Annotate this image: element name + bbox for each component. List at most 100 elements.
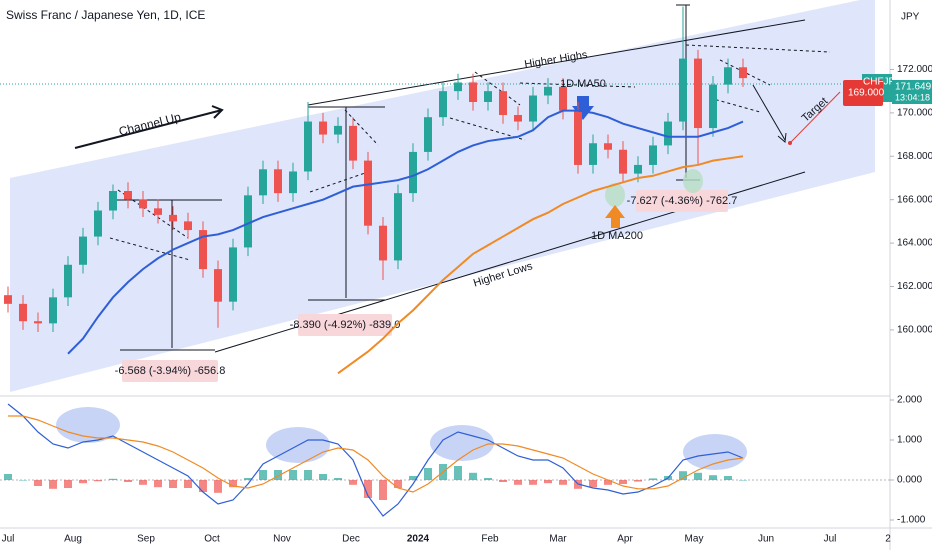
macd-histogram (544, 480, 552, 484)
macd-histogram (739, 480, 747, 481)
candle-body (199, 230, 207, 270)
candle-body (649, 145, 657, 165)
highlight-circle (605, 183, 625, 207)
macd-histogram (109, 478, 117, 480)
candle-body (49, 297, 57, 324)
macd-histogram (34, 480, 42, 486)
candle-body (574, 110, 582, 165)
macd-histogram (139, 480, 147, 485)
macd-histogram (619, 480, 627, 484)
x-tick-label: Apr (617, 534, 633, 545)
channel-band (10, 0, 875, 392)
y-tick-label: 172.000 (897, 64, 932, 75)
candle-body (304, 121, 312, 172)
macd-histogram (19, 480, 27, 481)
macd-tick-label: 1.000 (897, 435, 922, 446)
candle-body (544, 86, 552, 96)
candle-body (4, 295, 12, 304)
x-tick-label: Mar (549, 534, 567, 545)
x-tick-label: Sep (137, 534, 155, 545)
ma50-arrow (572, 96, 594, 120)
x-tick-label: May (685, 534, 704, 545)
chart-title: Swiss Franc / Japanese Yen, 1D, ICE (6, 8, 205, 22)
candle-body (394, 193, 402, 261)
candle-body (619, 149, 627, 174)
candle-body (169, 214, 177, 222)
candle-body (694, 58, 702, 129)
macd-histogram (394, 480, 402, 488)
macd-histogram (199, 480, 207, 492)
candle-body (349, 125, 357, 161)
macd-histogram (304, 470, 312, 480)
candle-body (499, 91, 507, 116)
x-tick-label: Nov (273, 534, 291, 545)
x-tick-label: Jul (824, 534, 837, 545)
candle-body (379, 225, 387, 261)
candle-body (664, 121, 672, 146)
candle-body (184, 221, 192, 231)
candle-body (319, 121, 327, 135)
x-tick-label: Feb (481, 534, 499, 545)
x-tick-label: 2 (885, 534, 891, 545)
candle-body (424, 117, 432, 152)
macd-histogram (679, 471, 687, 480)
measure-label: -7.627 (-4.36%) -762.7 (627, 195, 738, 207)
macd-histogram (724, 476, 732, 480)
target-arrow (752, 84, 786, 141)
signal-line (8, 415, 744, 493)
macd-histogram (649, 478, 657, 480)
macd-tick-label: 0.000 (897, 475, 922, 486)
macd-histogram (379, 480, 387, 500)
macd-histogram (4, 474, 12, 480)
macd-histogram (334, 478, 342, 480)
candle-body (124, 190, 132, 200)
candle-body (484, 91, 492, 103)
x-tick-label: Dec (342, 534, 360, 545)
candle-body (229, 247, 237, 302)
target-point (788, 141, 792, 145)
macd-histogram (214, 480, 222, 493)
symbol-label: CHFJPY (863, 77, 902, 88)
macd-histogram (709, 475, 717, 480)
annotation: 1D MA200 (591, 230, 643, 242)
channel-arrow-head (211, 105, 224, 119)
macd-histogram (514, 480, 522, 485)
macd-histogram (289, 470, 297, 480)
candle-body (139, 199, 147, 209)
y-tick-label: 160.000 (897, 325, 932, 336)
x-tick-label: 2024 (407, 534, 430, 545)
macd-histogram (64, 480, 72, 488)
y-tick-label: 170.000 (897, 107, 932, 118)
macd-histogram (349, 480, 357, 485)
macd-highlight (430, 425, 494, 461)
macd-histogram (454, 466, 462, 480)
highlight-circle (683, 169, 703, 193)
candle-body (739, 67, 747, 79)
last-price-box (892, 80, 932, 104)
macd-histogram (409, 476, 417, 480)
macd-histogram (604, 480, 612, 485)
candle-body (259, 169, 267, 196)
moving-average (337, 155, 744, 375)
macd-histogram (589, 480, 597, 488)
macd-line (7, 403, 744, 517)
candle-body (79, 236, 87, 265)
macd-highlight (56, 407, 120, 443)
candle-body (559, 86, 567, 111)
candle-body (634, 164, 642, 174)
macd-histogram (559, 480, 567, 485)
macd-histogram (529, 480, 537, 485)
macd-histogram (364, 480, 372, 498)
candle-body (34, 321, 42, 324)
y-tick-label: 164.000 (897, 238, 932, 249)
macd-histogram (274, 470, 282, 480)
y-tick-label: 166.000 (897, 194, 932, 205)
macd-histogram (634, 480, 642, 482)
candle-body (409, 151, 417, 194)
candle-body (589, 143, 597, 165)
macd-histogram (184, 480, 192, 488)
candle-body (469, 82, 477, 103)
candle-body (244, 195, 252, 248)
last-price: 171.649 (895, 82, 932, 93)
